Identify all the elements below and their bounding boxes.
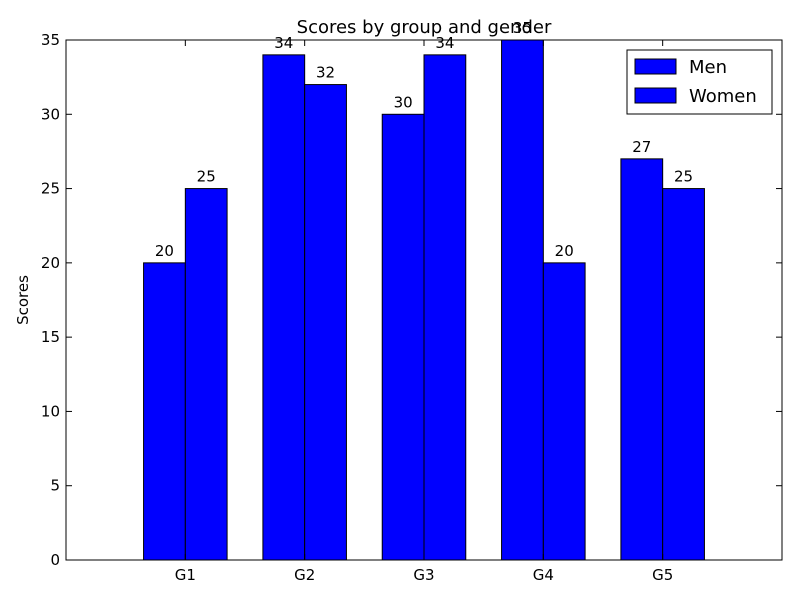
x-tick-label-g1: G1 xyxy=(175,566,196,584)
bars-layer xyxy=(143,39,705,561)
y-tick-label: 20 xyxy=(41,254,60,272)
bar-women-g2 xyxy=(304,84,347,561)
y-tick-label: 15 xyxy=(41,328,60,346)
bar-women-g5 xyxy=(662,188,705,561)
data-label-women-g5: 25 xyxy=(674,168,693,186)
y-tick-label: 10 xyxy=(41,402,60,420)
data-label-men-g5: 27 xyxy=(632,138,651,156)
legend: Men Women xyxy=(626,49,773,115)
x-tick-label-g3: G3 xyxy=(413,566,434,584)
y-tick-label: 25 xyxy=(41,180,60,198)
data-label-men-g4: 35 xyxy=(513,19,532,37)
y-tick-label: 30 xyxy=(41,105,60,123)
x-tick-label-g4: G4 xyxy=(533,566,554,584)
data-label-women-g3: 34 xyxy=(435,34,454,52)
data-label-men-g2: 34 xyxy=(274,34,293,52)
legend-swatch-men xyxy=(634,58,677,75)
chart-title: Scores by group and gender xyxy=(297,17,552,38)
y-axis-title: Scores xyxy=(14,275,32,325)
bar-men-g5 xyxy=(620,158,664,561)
data-labels-layer: 20 34 30 35 27 25 32 34 20 25 xyxy=(155,19,693,260)
bar-women-g1 xyxy=(184,188,228,561)
legend-swatch-women xyxy=(634,87,677,104)
bar-men-g3 xyxy=(381,113,425,561)
data-label-women-g4: 20 xyxy=(555,242,574,260)
bar-men-g4 xyxy=(501,39,544,561)
bar-men-g2 xyxy=(262,54,306,561)
ticks-layer: 0 5 10 15 20 25 30 35 G1 G2 G3 G4 G5 xyxy=(41,31,782,584)
bar-men-g1 xyxy=(143,262,186,561)
legend-label-women: Women xyxy=(689,86,757,107)
data-label-men-g3: 30 xyxy=(394,93,413,111)
x-tick-label-g5: G5 xyxy=(652,566,673,584)
y-tick-label: 0 xyxy=(50,551,60,569)
data-label-women-g1: 25 xyxy=(197,168,216,186)
x-tick-label-g2: G2 xyxy=(294,566,315,584)
data-label-men-g1: 20 xyxy=(155,242,174,260)
legend-label-men: Men xyxy=(689,57,727,78)
y-tick-label: 5 xyxy=(50,477,60,495)
y-tick-label: 35 xyxy=(41,31,60,49)
data-label-women-g2: 32 xyxy=(316,64,335,82)
bar-women-g3 xyxy=(423,54,467,561)
bar-women-g4 xyxy=(542,262,586,561)
